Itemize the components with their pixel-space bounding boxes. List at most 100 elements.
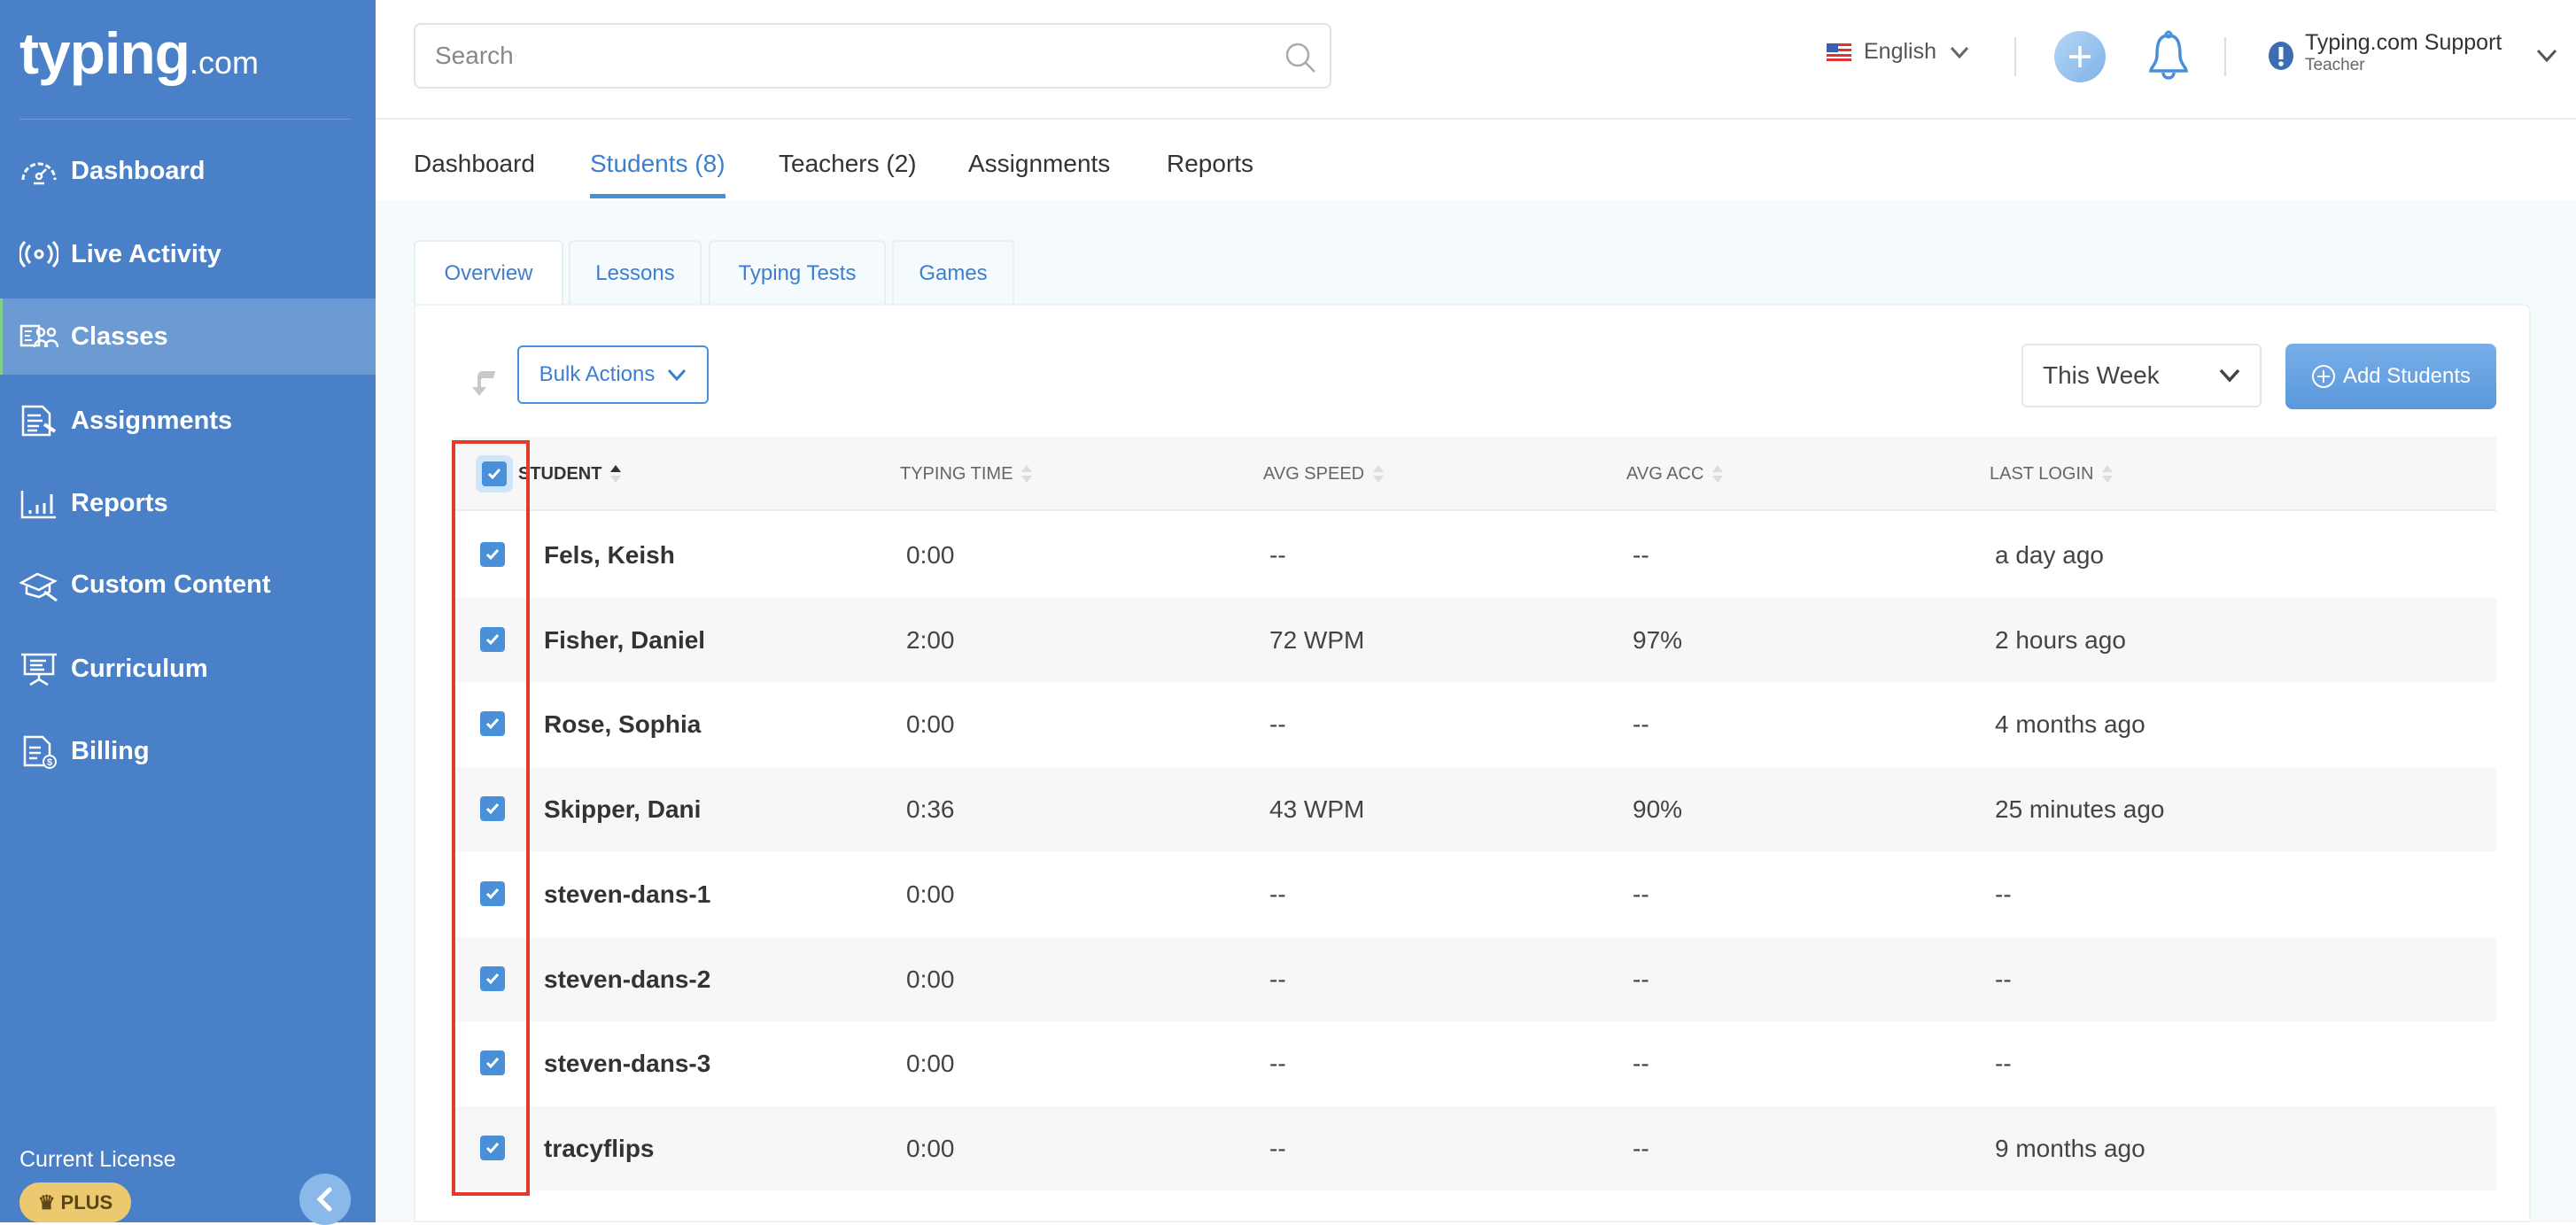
table-row[interactable]: steven-dans-1 0:00 -- -- -- — [454, 852, 2496, 936]
undo-arrow-icon[interactable] — [470, 368, 497, 398]
cell-name[interactable]: steven-dans-3 — [544, 1050, 711, 1078]
tab-reports[interactable]: Reports — [1167, 150, 1254, 177]
column-header-label: AVG SPEED — [1263, 463, 1365, 484]
cell-name[interactable]: Rose, Sophia — [544, 710, 702, 739]
table-row[interactable]: Fels, Keish 0:00 -- -- a day ago — [454, 513, 2496, 597]
sidebar-item-label: Reports — [71, 488, 168, 517]
custom-content-icon — [19, 572, 58, 602]
cell-acc: 97% — [1633, 625, 1683, 654]
search-input[interactable]: Search — [414, 23, 1331, 89]
table-row[interactable]: tracyflips 0:00 -- -- 9 months ago — [454, 1105, 2496, 1190]
cell-login: -- — [1995, 1050, 2012, 1078]
checkmark-icon — [487, 469, 501, 480]
subtab-games[interactable]: Games — [892, 240, 1014, 305]
column-header-student[interactable]: STUDENT — [518, 463, 623, 485]
logo-suffix: .com — [189, 44, 259, 81]
add-students-button[interactable]: Add Students — [2285, 344, 2496, 409]
logo[interactable]: typing.com — [19, 19, 259, 87]
cell-login: 25 minutes ago — [1995, 795, 2165, 824]
cell-name[interactable]: tracyflips — [544, 1134, 655, 1162]
quick-add-button[interactable] — [2054, 31, 2106, 82]
collapse-sidebar-button[interactable] — [299, 1174, 351, 1225]
search-placeholder: Search — [435, 42, 514, 69]
column-header-avg-speed[interactable]: AVG SPEED — [1263, 463, 1385, 485]
column-header-last-login[interactable]: LAST LOGIN — [1990, 463, 2114, 485]
language-selector[interactable]: English — [1827, 39, 1970, 65]
cell-name[interactable]: Fisher, Daniel — [544, 625, 706, 654]
tab-teachers[interactable]: Teachers (2) — [779, 150, 917, 177]
table-row[interactable]: Rose, Sophia 0:00 -- -- 4 months ago — [454, 682, 2496, 766]
checkmark-icon — [485, 1058, 500, 1069]
tab-students[interactable]: Students (8) — [590, 150, 725, 198]
tab-assignments[interactable]: Assignments — [968, 150, 1111, 177]
sidebar-item-dashboard[interactable]: Dashboard — [0, 133, 376, 209]
select-all-checkbox[interactable] — [482, 461, 507, 486]
sidebar-item-classes[interactable]: Classes — [0, 298, 376, 375]
cell-speed: -- — [1269, 1050, 1286, 1078]
row-checkbox[interactable] — [480, 711, 505, 737]
sidebar-item-label: Live Activity — [71, 239, 221, 268]
sidebar-item-assignments[interactable]: Assignments — [0, 383, 376, 459]
svg-text:$: $ — [47, 757, 52, 768]
sidebar: typing.com Dashboard Live Activity Classes… — [0, 0, 376, 1225]
plus-icon — [2069, 46, 2091, 67]
chevron-left-icon — [316, 1187, 332, 1212]
row-checkbox[interactable] — [480, 1135, 505, 1160]
sidebar-item-reports[interactable]: Reports — [0, 465, 376, 541]
bulk-actions-dropdown[interactable]: Bulk Actions — [517, 345, 709, 404]
cell-speed: -- — [1269, 965, 1286, 993]
row-checkbox[interactable] — [480, 880, 505, 906]
divider — [2014, 37, 2016, 76]
sidebar-item-live-activity[interactable]: Live Activity — [0, 216, 376, 292]
assignment-icon — [21, 405, 57, 437]
period-select[interactable]: This Week — [2021, 344, 2262, 407]
cell-time: 0:00 — [906, 965, 955, 993]
subtab-overview[interactable]: Overview — [414, 240, 563, 305]
user-menu[interactable]: Typing.com Support Teacher — [2268, 30, 2558, 75]
bulk-actions-label: Bulk Actions — [539, 362, 656, 386]
row-checkbox[interactable] — [480, 796, 505, 822]
row-checkbox[interactable] — [480, 542, 505, 567]
language-label: English — [1864, 39, 1936, 64]
table-row[interactable]: Fisher, Daniel 2:00 72 WPM 97% 2 hours ago — [454, 597, 2496, 682]
classes-icon — [19, 324, 58, 348]
column-header-typing-time[interactable]: TYPING TIME — [900, 463, 1034, 485]
cell-time: 2:00 — [906, 625, 955, 654]
logo-text: typing — [19, 20, 190, 86]
checkmark-icon — [485, 888, 500, 899]
cell-name[interactable]: Skipper, Dani — [544, 795, 702, 824]
subtab-typing-tests[interactable]: Typing Tests — [709, 240, 886, 305]
cell-name[interactable]: steven-dans-2 — [544, 965, 711, 993]
crown-icon: ♛ — [37, 1190, 56, 1213]
row-checkbox[interactable] — [480, 965, 505, 991]
table-row[interactable]: steven-dans-3 0:00 -- -- -- — [454, 1021, 2496, 1105]
billing-icon: $ — [23, 735, 57, 769]
sort-icon — [1373, 465, 1385, 483]
divider — [2224, 37, 2226, 76]
notifications-bell-icon[interactable] — [2147, 30, 2190, 83]
column-header-label: AVG ACC — [1626, 463, 1704, 484]
table-row[interactable]: Skipper, Dani 0:36 43 WPM 90% 25 minutes ago — [454, 767, 2496, 852]
sidebar-item-label: Custom Content — [71, 570, 271, 599]
sidebar-item-label: Dashboard — [71, 156, 206, 185]
table-row[interactable]: steven-dans-2 0:00 -- -- -- — [454, 936, 2496, 1021]
main-tabs: Dashboard Students (8) Teachers (2) Assignm… — [376, 120, 2576, 200]
row-checkbox[interactable] — [480, 626, 505, 652]
subtab-lessons[interactable]: Lessons — [569, 240, 702, 305]
column-header-avg-acc[interactable]: AVG ACC — [1626, 463, 1725, 485]
cell-acc: 90% — [1633, 795, 1683, 824]
cell-name[interactable]: steven-dans-1 — [544, 880, 711, 908]
sidebar-item-billing[interactable]: $ Billing — [0, 713, 376, 789]
chevron-down-icon — [2219, 368, 2240, 383]
cell-name[interactable]: Fels, Keish — [544, 541, 675, 569]
cell-time: 0:00 — [906, 1134, 955, 1162]
sidebar-item-label: Billing — [71, 736, 150, 765]
plus-circle-icon — [2311, 365, 2335, 388]
tab-dashboard[interactable]: Dashboard — [414, 150, 535, 177]
sidebar-item-custom-content[interactable]: Custom Content — [0, 547, 376, 623]
cell-speed: -- — [1269, 880, 1286, 908]
checkmark-icon — [485, 803, 500, 815]
license-badge-text: PLUS — [60, 1190, 113, 1213]
row-checkbox[interactable] — [480, 1051, 505, 1076]
sidebar-item-curriculum[interactable]: Curriculum — [0, 631, 376, 707]
